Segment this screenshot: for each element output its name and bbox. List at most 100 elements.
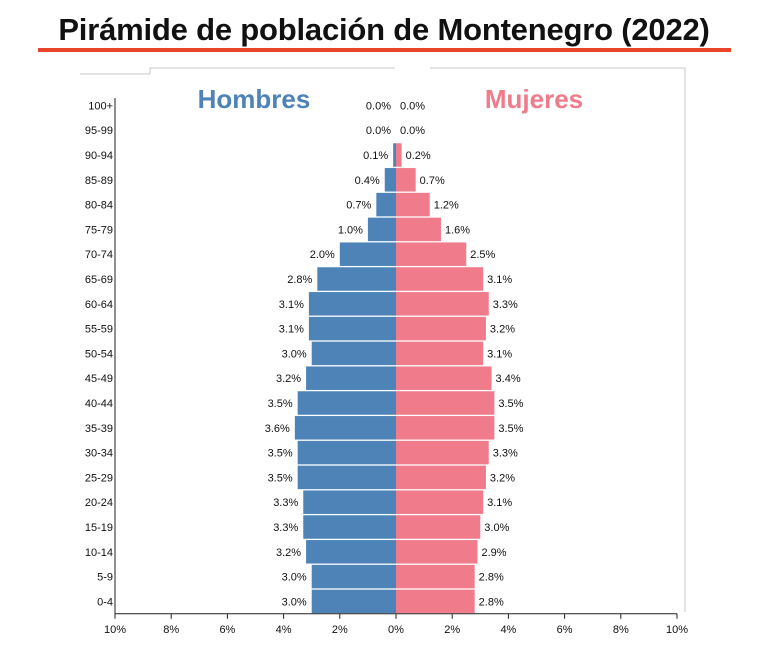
value-label-female-5-9: 2.8% xyxy=(479,572,504,584)
x-tick-label-4: 2% xyxy=(332,624,348,636)
bar-female-50-54 xyxy=(396,341,484,366)
legend-mujeres: Mujeres xyxy=(485,84,583,114)
value-label-female-60-64: 3.3% xyxy=(493,299,518,311)
x-tick-label-6: 2% xyxy=(444,624,460,636)
bar-female-25-29 xyxy=(396,465,486,490)
category-label-5-9: 5-9 xyxy=(97,572,113,584)
value-label-male-25-29: 3.5% xyxy=(268,472,293,484)
bar-female-90-94 xyxy=(396,143,402,167)
category-label-40-44: 40-44 xyxy=(85,398,113,410)
x-tick-label-0: 10% xyxy=(104,624,126,636)
value-label-male-80-84: 0.7% xyxy=(346,200,371,212)
bar-male-50-54 xyxy=(311,341,396,366)
population-pyramid-chart: Hombres Mujeres 100+ 0.0% 0.0% 95-99 0.0% 0.0… xyxy=(0,62,768,642)
bar-male-35-39 xyxy=(294,416,396,440)
category-label-20-24: 20-24 xyxy=(85,497,113,509)
value-label-female-70-74: 2.5% xyxy=(470,249,495,261)
x-tick-label-10: 10% xyxy=(666,624,688,636)
x-tick-label-9: 8% xyxy=(613,624,629,636)
bar-female-80-84 xyxy=(396,192,430,217)
legend-hombres: Hombres xyxy=(198,84,311,114)
category-label-75-79: 75-79 xyxy=(85,224,113,236)
bar-male-25-29 xyxy=(297,465,396,490)
bar-female-60-64 xyxy=(396,292,489,316)
bar-female-45-49 xyxy=(396,366,492,390)
value-label-female-55-59: 3.2% xyxy=(490,324,515,336)
title-bar: Pirámide de población de Montenegro (202… xyxy=(0,0,768,58)
bar-female-70-74 xyxy=(396,242,467,266)
value-label-female-80-84: 1.2% xyxy=(434,200,459,212)
bar-female-40-44 xyxy=(396,391,495,415)
value-label-male-50-54: 3.0% xyxy=(282,348,307,360)
title-underline xyxy=(38,48,731,52)
bar-male-5-9 xyxy=(311,564,396,589)
bar-male-10-14 xyxy=(306,540,396,564)
bar-male-45-49 xyxy=(306,366,396,390)
bar-female-30-34 xyxy=(396,440,489,465)
bar-female-75-79 xyxy=(396,217,441,242)
category-label-65-69: 65-69 xyxy=(85,274,113,286)
value-label-female-10-14: 2.9% xyxy=(481,547,506,559)
bar-male-20-24 xyxy=(303,490,396,514)
bar-female-15-19 xyxy=(396,515,481,539)
bar-male-85-89 xyxy=(384,168,396,192)
value-label-female-25-29: 3.2% xyxy=(490,472,515,484)
value-label-male-35-39: 3.6% xyxy=(265,423,290,435)
category-label-10-14: 10-14 xyxy=(85,547,113,559)
value-label-male-70-74: 2.0% xyxy=(310,249,335,261)
value-label-female-0-4: 2.8% xyxy=(479,596,504,608)
bar-male-40-44 xyxy=(297,391,396,415)
value-label-male-75-79: 1.0% xyxy=(338,224,363,236)
x-tick-label-7: 4% xyxy=(500,624,516,636)
bar-male-60-64 xyxy=(308,292,396,316)
bar-female-10-14 xyxy=(396,540,478,564)
value-label-male-5-9: 3.0% xyxy=(282,572,307,584)
value-label-male-95-99: 0.0% xyxy=(366,125,391,137)
value-label-female-90-94: 0.2% xyxy=(406,150,431,162)
category-label-50-54: 50-54 xyxy=(85,348,113,360)
value-label-male-10-14: 3.2% xyxy=(276,547,301,559)
x-tick-label-1: 8% xyxy=(163,624,179,636)
bar-female-55-59 xyxy=(396,316,486,341)
bar-male-15-19 xyxy=(303,515,396,539)
x-tick-label-5: 0% xyxy=(388,624,404,636)
value-label-female-40-44: 3.5% xyxy=(498,398,523,410)
value-label-female-30-34: 3.3% xyxy=(493,448,518,460)
value-label-male-45-49: 3.2% xyxy=(276,373,301,385)
value-label-male-60-64: 3.1% xyxy=(279,299,304,311)
bar-male-55-59 xyxy=(308,316,396,341)
value-label-male-90-94: 0.1% xyxy=(363,150,388,162)
bar-female-0-4 xyxy=(396,589,475,614)
bar-female-5-9 xyxy=(396,564,475,589)
value-label-male-65-69: 2.8% xyxy=(287,274,312,286)
value-label-male-15-19: 3.3% xyxy=(273,522,298,534)
bar-male-90-94 xyxy=(393,143,396,167)
pyramid-svg: Hombres Mujeres 100+ 0.0% 0.0% 95-99 0.0% 0.0… xyxy=(80,67,688,636)
value-label-male-55-59: 3.1% xyxy=(279,324,304,336)
chart-frame xyxy=(80,67,686,612)
bar-male-75-79 xyxy=(367,217,396,242)
bars-group: 100+ 0.0% 0.0% 95-99 0.0% 0.0% 90-94 0.1% 0.2% 85… xyxy=(85,100,524,614)
value-label-female-75-79: 1.6% xyxy=(445,224,470,236)
value-label-male-40-44: 3.5% xyxy=(268,398,293,410)
value-label-male-30-34: 3.5% xyxy=(268,448,293,460)
bar-male-70-74 xyxy=(339,242,396,266)
category-label-70-74: 70-74 xyxy=(85,249,113,261)
bar-male-65-69 xyxy=(317,267,396,291)
category-label-80-84: 80-84 xyxy=(85,200,113,212)
value-label-male-100+: 0.0% xyxy=(366,100,391,112)
value-label-female-65-69: 3.1% xyxy=(487,274,512,286)
category-label-0-4: 0-4 xyxy=(97,596,113,608)
x-tick-label-3: 4% xyxy=(276,624,292,636)
page-title: Pirámide de población de Montenegro (202… xyxy=(58,12,710,47)
value-label-female-15-19: 3.0% xyxy=(484,522,509,534)
bar-female-35-39 xyxy=(396,416,495,440)
category-label-100+: 100+ xyxy=(88,100,113,112)
category-label-90-94: 90-94 xyxy=(85,150,113,162)
value-label-female-20-24: 3.1% xyxy=(487,497,512,509)
category-label-55-59: 55-59 xyxy=(85,324,113,336)
value-label-female-50-54: 3.1% xyxy=(487,348,512,360)
value-label-female-100+: 0.0% xyxy=(400,100,425,112)
value-label-male-0-4: 3.0% xyxy=(282,596,307,608)
x-tick-label-2: 6% xyxy=(219,624,235,636)
